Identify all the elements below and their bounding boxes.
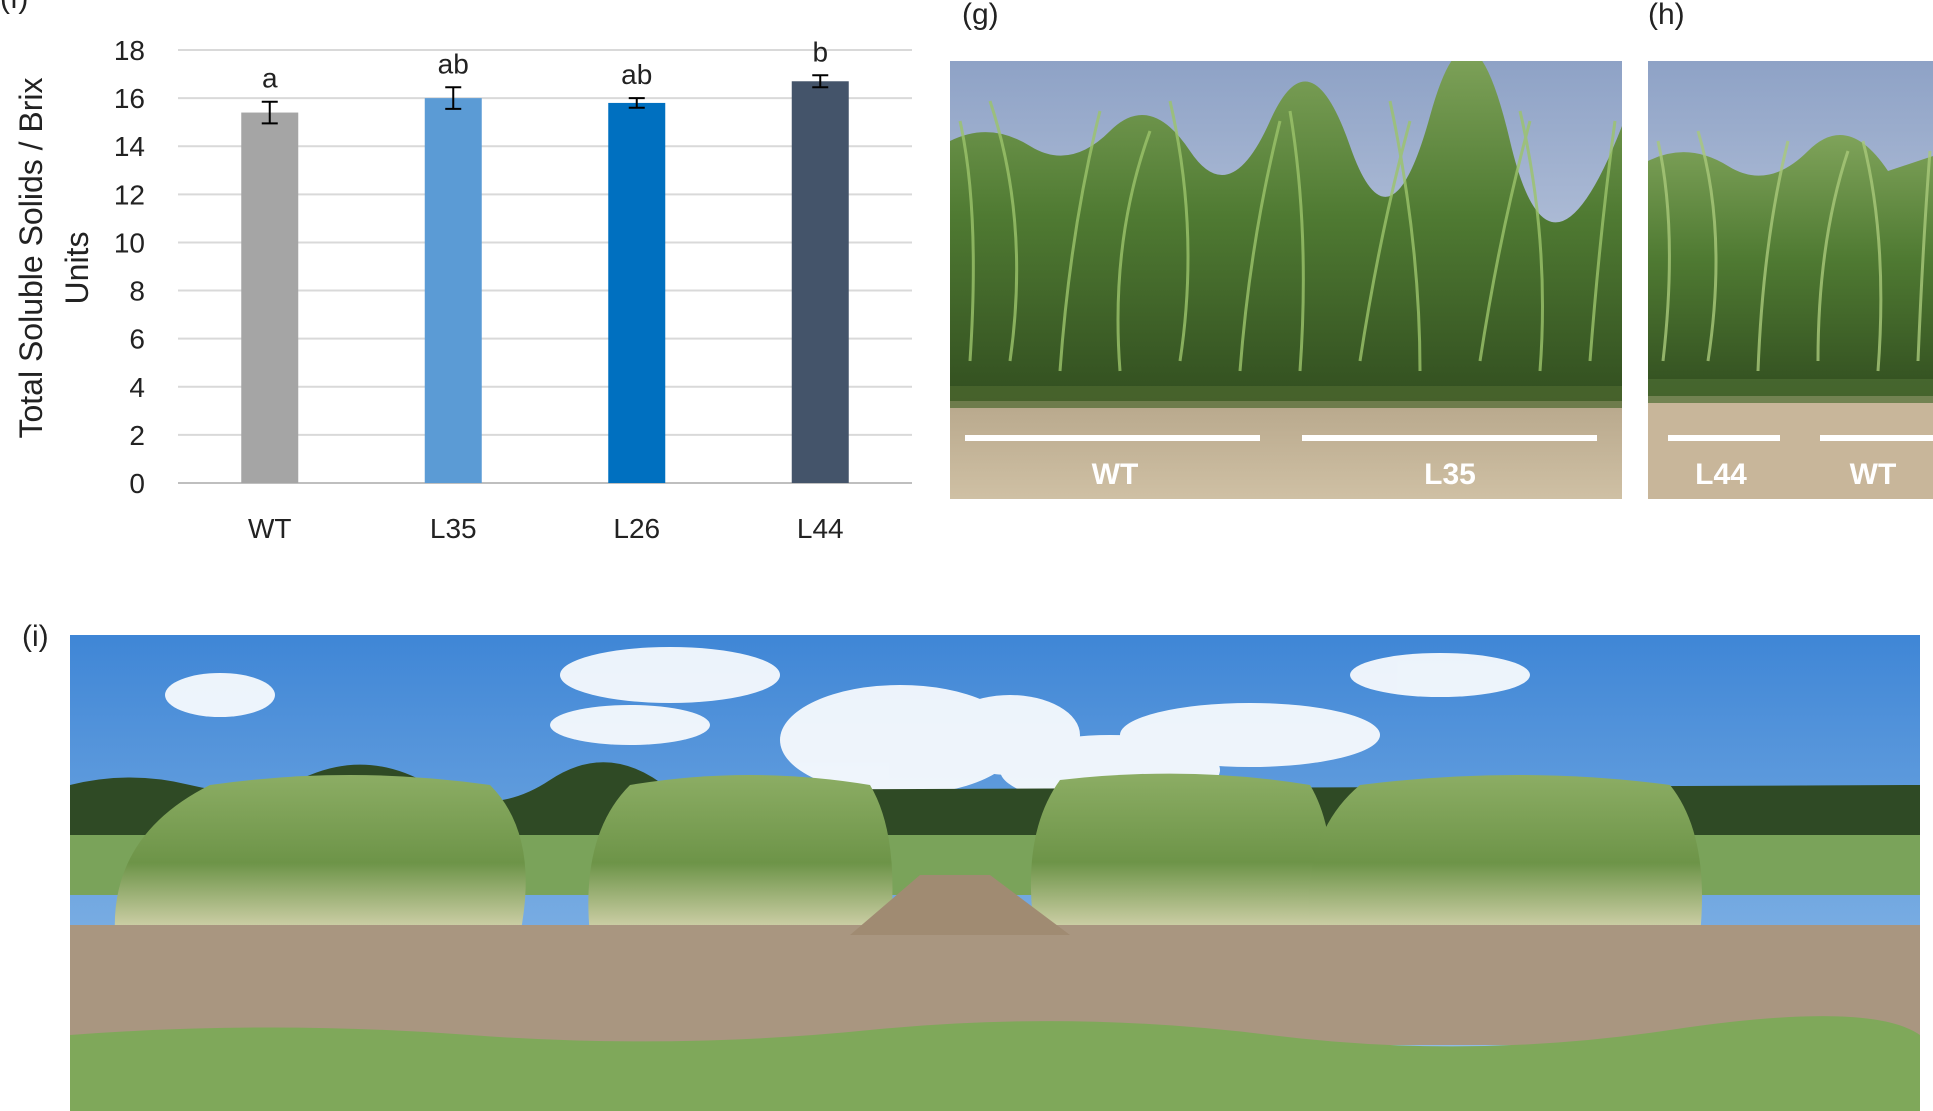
y-tick-label: 16: [114, 83, 145, 114]
x-category-label: L26: [613, 513, 660, 544]
bar-wt: [241, 112, 299, 484]
y-tick-label: 4: [129, 372, 145, 403]
bar-l35: [424, 98, 482, 483]
significance-letter: a: [262, 63, 278, 94]
error-bars: [261, 74, 829, 125]
x-category-labels: WT L35 L26 L44: [248, 513, 844, 544]
bar-l44: [791, 81, 849, 484]
bar-l26: [608, 102, 666, 483]
y-tick-label: 18: [114, 35, 145, 66]
y-tick-label: 14: [114, 131, 145, 162]
panel-label-f: (f): [0, 0, 28, 16]
significance-letter: ab: [438, 48, 469, 79]
photo-g-label-wt: WT: [1092, 458, 1139, 491]
panel-label-g: (g): [962, 0, 999, 31]
y-axis-label-line2: Units: [59, 232, 95, 305]
x-category-label: L44: [797, 513, 844, 544]
panorama-photo-i: [70, 635, 1920, 1111]
y-tick-label: 10: [114, 227, 145, 258]
panel-label-i: (i): [22, 620, 49, 653]
y-tick-label: 12: [114, 179, 145, 210]
panel-label-h: (h): [1648, 0, 1685, 31]
significance-letter: ab: [621, 59, 652, 90]
y-tick-label: 0: [129, 468, 145, 499]
x-category-label: WT: [248, 513, 292, 544]
photo-h-label-l44: L44: [1695, 458, 1747, 491]
x-category-label: L35: [430, 513, 477, 544]
y-axis-label-line1: Total Soluble Solids / Brix: [13, 77, 49, 438]
significance-letters: a ab ab b: [262, 36, 828, 93]
y-tick-labels: 0 2 4 6 8 10 12 14 16 18: [114, 35, 145, 499]
photo-g-label-l35: L35: [1424, 458, 1476, 491]
y-tick-label: 2: [129, 420, 145, 451]
y-tick-label: 8: [129, 276, 145, 307]
brix-bar-chart: 0 2 4 6 8 10 12 14 16 18 a ab ab b WT L35 L26 L44 Total…: [13, 35, 912, 544]
y-tick-label: 6: [129, 324, 145, 355]
significance-letter: b: [812, 36, 828, 67]
photo-h-label-wt: WT: [1850, 458, 1897, 491]
field-photo-h: L44 WT: [1648, 61, 1933, 499]
field-photo-g: WT L35: [950, 61, 1622, 499]
bars: [241, 81, 849, 484]
grid-lines: [178, 49, 912, 484]
